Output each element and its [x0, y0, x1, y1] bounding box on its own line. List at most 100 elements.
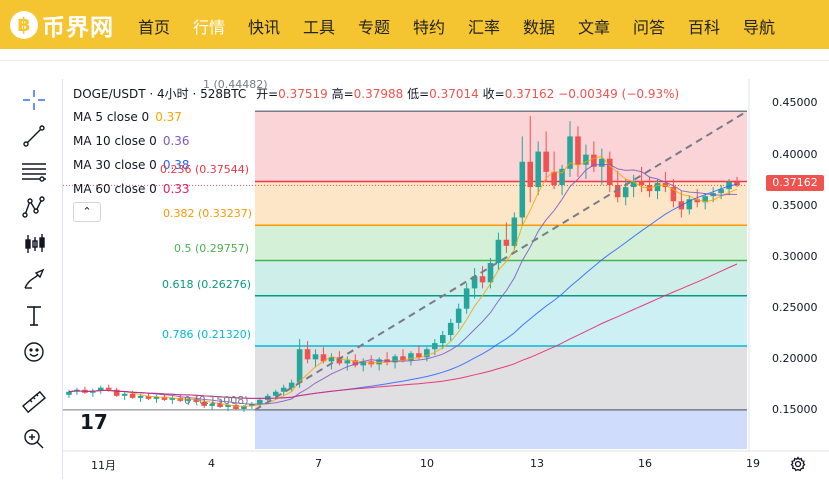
nav-item-exchange-rate[interactable]: 汇率 — [468, 18, 501, 37]
candle-body — [98, 387, 104, 391]
tradingview-logo[interactable]: 17 — [80, 410, 108, 434]
price-tick: 0.30000 — [772, 250, 818, 263]
moving-average-line — [68, 163, 738, 405]
candle-body — [559, 168, 565, 186]
candlestick-icon[interactable] — [20, 231, 48, 257]
trendline-icon[interactable] — [20, 123, 48, 149]
candle-body — [185, 398, 192, 401]
chart-canvas[interactable] — [63, 79, 829, 484]
candle-body — [463, 288, 470, 309]
ma10-label: MA 10 close 0 — [73, 134, 157, 148]
ma5-legend[interactable]: MA 5 close 0 0.37 — [73, 110, 182, 124]
candle-body — [495, 239, 502, 264]
time-tick: 16 — [638, 457, 652, 470]
text-icon[interactable] — [20, 303, 48, 329]
drawing-toolbar — [0, 79, 62, 459]
candle-body — [145, 395, 152, 399]
candle-body — [439, 335, 446, 344]
candle-body — [638, 180, 645, 186]
fib-zone — [255, 111, 747, 182]
candle-body — [137, 395, 144, 398]
candle-body — [416, 353, 422, 358]
candle-body — [161, 396, 168, 400]
candle-body — [344, 360, 351, 364]
pattern-icon[interactable] — [20, 195, 48, 221]
candle-body — [471, 276, 478, 289]
candle-body — [455, 308, 462, 323]
candle-body — [320, 354, 327, 362]
candle-body — [527, 161, 534, 188]
zoom-icon[interactable] — [20, 425, 48, 451]
navbar-divider — [0, 49, 829, 61]
nav-item-featured[interactable]: 特约 — [413, 18, 446, 37]
time-tick: 13 — [530, 457, 544, 470]
candle-body — [487, 263, 494, 283]
candle-body — [535, 151, 541, 188]
emoji-icon[interactable] — [20, 339, 48, 365]
low-value: 0.37014 — [429, 87, 479, 101]
ma60-value: 0.33 — [162, 182, 190, 196]
symbol-title[interactable]: DOGE/USDT · 4小时 · 528BTC — [73, 87, 247, 101]
collapse-legend-button[interactable]: ⌃ — [73, 202, 101, 222]
crosshair-icon[interactable] — [20, 87, 48, 113]
open-value: 0.37519 — [278, 87, 328, 101]
fib-label-0618: 0.618 (0.26276) — [162, 278, 252, 291]
time-tick: 19 — [746, 457, 760, 470]
nav-item-qa[interactable]: 问答 — [633, 18, 666, 37]
candle-body — [622, 187, 629, 198]
brush-icon[interactable] — [20, 267, 48, 293]
nav-item-topics[interactable]: 专题 — [358, 18, 391, 37]
candle-body — [654, 183, 661, 192]
candle-body — [113, 389, 120, 396]
nav-item-home[interactable]: 首页 — [138, 18, 171, 37]
nav-item-data[interactable]: 数据 — [523, 18, 556, 37]
candle-body — [121, 393, 128, 396]
ruler-icon[interactable] — [20, 389, 48, 415]
candle-body — [105, 387, 112, 390]
candle-body — [336, 357, 343, 364]
candle-body — [352, 360, 359, 366]
moving-average-line — [68, 155, 738, 407]
candle-body — [129, 393, 136, 398]
candle-body — [630, 180, 637, 188]
price-chart[interactable] — [63, 79, 829, 484]
ma30-legend[interactable]: MA 30 close 0 0.38 — [73, 158, 190, 172]
nav-item-articles[interactable]: 文章 — [578, 18, 611, 37]
site-logo[interactable]: ฿ 币界网 — [10, 8, 114, 42]
nav-item-navigation[interactable]: 导航 — [743, 18, 776, 37]
close-label: 收= — [482, 87, 505, 101]
candle-body — [567, 136, 573, 169]
high-label: 高= — [331, 87, 354, 101]
candle-body — [432, 343, 438, 350]
candle-body — [209, 403, 215, 406]
fib-retracement-icon[interactable] — [20, 159, 48, 185]
top-navbar: ฿ 币界网 首页 行情 快讯 工具 专题 特约 汇率 数据 文章 问答 百科 导… — [0, 0, 829, 49]
candle-body — [400, 356, 406, 361]
ma10-legend[interactable]: MA 10 close 0 0.36 — [73, 134, 190, 148]
candle-body — [153, 396, 160, 399]
fib-zone — [255, 260, 747, 296]
candle-body — [249, 403, 255, 406]
candle-body — [241, 405, 247, 409]
ma5-label: MA 5 close 0 — [73, 110, 150, 124]
candle-body — [304, 349, 311, 360]
fib-label-1: 1 (0.44482) — [203, 78, 268, 91]
high-value: 0.37988 — [353, 87, 404, 101]
nav-item-market[interactable]: 行情 — [193, 18, 226, 37]
candle-body — [734, 182, 740, 186]
toolbar-separator — [62, 79, 63, 479]
fib-label-0236: 0.236 (0.37544) — [160, 163, 250, 176]
nav-item-news[interactable]: 快讯 — [248, 18, 281, 37]
low-label: 低= — [407, 87, 430, 101]
candle-body — [583, 154, 589, 165]
fib-label-0382: 0.382 (0.33237) — [163, 207, 253, 220]
settings-icon[interactable] — [790, 456, 806, 472]
last-price-tag: 0.37162 — [766, 175, 824, 191]
open-label: 开= — [256, 87, 279, 101]
candle-body — [280, 387, 287, 392]
ma60-legend[interactable]: MA 60 close 0 0.33 — [73, 182, 190, 196]
nav-item-wiki[interactable]: 百科 — [688, 18, 721, 37]
nav-item-tools[interactable]: 工具 — [303, 18, 336, 37]
candle-body — [272, 391, 279, 396]
candle-body — [694, 199, 701, 203]
